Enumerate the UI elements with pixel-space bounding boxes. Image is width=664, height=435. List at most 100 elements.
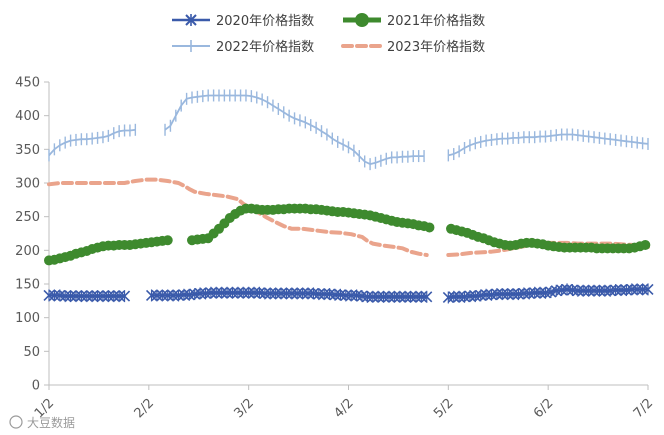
series-2022年价格指数 (48, 89, 649, 171)
data-point-x-marker (372, 290, 384, 303)
data-point-x-marker (599, 284, 611, 297)
data-point-dot (424, 222, 435, 233)
data-point-x-marker (70, 290, 82, 303)
data-point-x-marker (75, 290, 87, 303)
legend: 2020年价格指数 2021年价格指数 2022年价格指数 2023年价格指数 (172, 13, 485, 55)
legend-marker-2020 (185, 14, 197, 26)
x-tick-label: 5/2 (431, 396, 456, 421)
y-tick-label: 450 (15, 76, 40, 91)
data-point-x-marker (232, 286, 244, 299)
data-point-x-marker (118, 290, 131, 303)
data-point-x-marker (637, 283, 649, 296)
data-point-x-marker (518, 287, 530, 300)
data-point-x-marker (410, 290, 422, 303)
data-point-x-marker (631, 283, 643, 296)
x-tick-label: 6/2 (531, 396, 556, 421)
data-point-x-marker (302, 287, 314, 300)
legend-item-2022: 2022年价格指数 (172, 39, 314, 55)
data-point-x-marker (156, 289, 168, 302)
series-2020年价格指数 (43, 283, 654, 304)
series-layer (43, 89, 654, 304)
data-point-x-marker (615, 284, 627, 297)
legend-item-2021: 2021年价格指数 (343, 13, 485, 29)
y-tick-label: 150 (15, 278, 40, 293)
data-point-x-marker (286, 287, 298, 300)
data-point-x-marker (388, 290, 400, 303)
legend-item-2023: 2023年价格指数 (341, 39, 485, 55)
legend-marker-2021 (355, 13, 369, 27)
data-point-x-marker (264, 287, 276, 300)
x-tick-label: 4/2 (331, 396, 356, 421)
data-point-x-marker (345, 289, 357, 302)
x-tick-label: 7/2 (631, 396, 656, 421)
watermark: 大豆数据 (9, 415, 75, 430)
data-point-x-marker (81, 290, 93, 303)
data-point-x-marker (65, 290, 77, 303)
y-tick-label: 100 (15, 311, 40, 326)
data-point-x-marker (237, 286, 249, 299)
series-line (151, 291, 427, 299)
data-point-x-marker (280, 287, 293, 300)
data-point-x-marker (415, 290, 427, 303)
y-tick-label: 0 (32, 379, 40, 394)
data-point-x-marker (507, 288, 519, 301)
data-point-x-marker (178, 288, 190, 301)
data-point-x-marker (453, 290, 465, 303)
data-point-x-marker (529, 286, 541, 299)
x-tick-label: 3/2 (231, 396, 256, 421)
y-tick-label: 250 (15, 210, 40, 225)
data-point-x-marker (378, 290, 390, 303)
data-point-x-marker (291, 287, 303, 300)
data-point-dot (162, 235, 173, 246)
legend-label-2023: 2023年价格指数 (387, 39, 485, 55)
data-point-x-marker (534, 286, 546, 299)
data-point-x-marker (448, 290, 460, 303)
data-point-x-marker (226, 286, 239, 299)
y-tick-label: 400 (15, 109, 40, 124)
y-tick-label: 200 (15, 244, 40, 259)
data-point-x-marker (275, 287, 287, 300)
x-tick-label: 2/2 (132, 396, 157, 421)
data-point-x-marker (626, 283, 638, 296)
watermark-logo-icon (9, 415, 23, 429)
data-point-x-marker (97, 290, 109, 303)
data-point-x-marker (583, 284, 595, 297)
data-point-x-marker (59, 290, 71, 303)
data-point-x-marker (394, 290, 406, 303)
data-point-x-marker (151, 289, 163, 302)
data-point-x-marker (502, 288, 514, 301)
data-point-x-marker (421, 290, 433, 303)
data-point-x-marker (194, 287, 206, 300)
data-point-x-marker (86, 290, 98, 303)
data-point-x-marker (248, 286, 260, 299)
data-point-x-marker (572, 284, 584, 297)
series-2021年价格指数 (44, 203, 651, 266)
data-point-x-marker (642, 283, 654, 296)
data-point-x-marker (92, 290, 104, 303)
data-point-x-marker (577, 284, 589, 297)
data-point-x-marker (404, 290, 417, 303)
data-point-x-marker (162, 289, 174, 302)
data-point-x-marker (270, 287, 282, 300)
y-tick-label: 50 (23, 345, 40, 360)
data-point-x-marker (113, 290, 125, 303)
data-point-x-marker (329, 288, 341, 301)
series-line (164, 94, 424, 165)
watermark-text: 大豆数据 (27, 415, 75, 430)
y-tick-label: 300 (15, 177, 40, 192)
data-point-x-marker (383, 290, 395, 303)
data-point-x-marker (259, 287, 271, 300)
series-line (448, 133, 649, 157)
data-point-x-marker (216, 286, 228, 299)
data-point-x-marker (145, 289, 158, 302)
data-point-x-marker (593, 284, 605, 297)
data-point-x-marker (210, 286, 222, 299)
legend-label-2022: 2022年价格指数 (216, 39, 314, 55)
legend-item-2020: 2020年价格指数 (172, 13, 314, 29)
data-point-x-marker (108, 290, 120, 303)
data-point-x-marker (464, 290, 476, 303)
data-point-x-marker (367, 290, 379, 303)
x-axis-ticks: 1/2 2/2 3/2 4/2 5/2 6/2 7/2 (32, 385, 656, 421)
data-point-x-marker (491, 288, 503, 301)
